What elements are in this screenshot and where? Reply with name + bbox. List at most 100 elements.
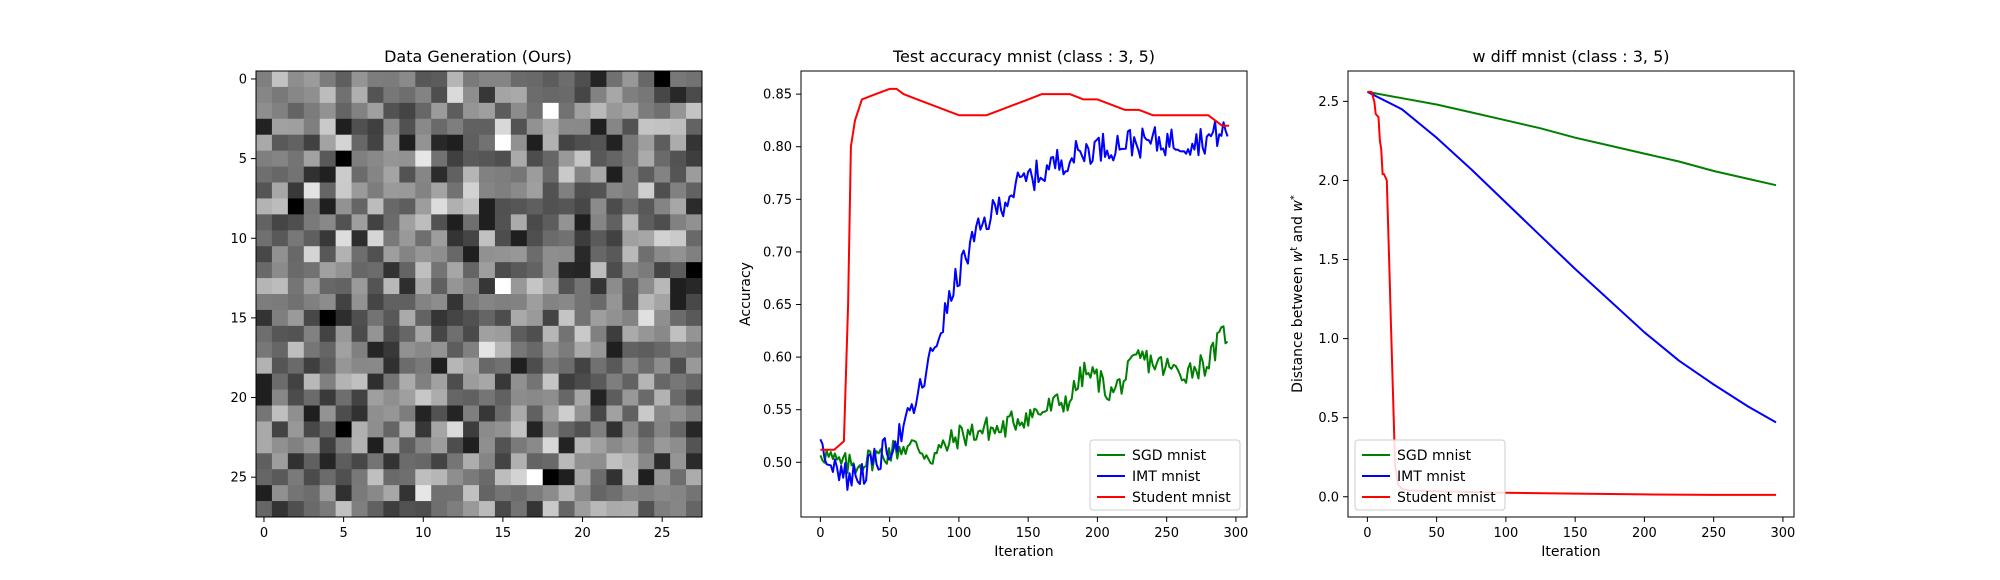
- heatmap-cell: [351, 421, 368, 438]
- heatmap-cell: [303, 357, 321, 375]
- heatmap-cell: [415, 278, 432, 295]
- heatmap-cell: [606, 373, 623, 390]
- heatmap-cell: [574, 118, 591, 136]
- heatmap-cell: [415, 357, 432, 375]
- heatmap-cell: [526, 405, 544, 422]
- heatmap-cell: [670, 405, 687, 422]
- heatmap-cell: [447, 102, 464, 120]
- heatmap-cell: [271, 421, 289, 438]
- heatmap-cell: [654, 294, 671, 311]
- heatmap-cell: [590, 118, 607, 136]
- heatmap-cell: [686, 246, 703, 263]
- heatmap-xtick-label: 0: [260, 526, 268, 541]
- heatmap-cell: [542, 86, 560, 104]
- heatmap-cell: [383, 421, 400, 438]
- heatmap-cell: [447, 150, 464, 167]
- heatmap-cell: [638, 294, 655, 311]
- heatmap-cell: [510, 118, 528, 136]
- heatmap-cell: [415, 198, 432, 215]
- heatmap-cell: [463, 485, 480, 502]
- heatmap-cell: [686, 325, 703, 343]
- heatmap-cell: [367, 453, 384, 470]
- heatmap-cell: [287, 389, 305, 406]
- heatmap-cell: [670, 341, 687, 359]
- heatmap-cell: [271, 469, 289, 486]
- heatmap-cell: [479, 357, 496, 375]
- heatmap-cell: [399, 71, 416, 88]
- heatmap-cell: [303, 214, 321, 231]
- heatmap-cell: [271, 102, 289, 120]
- heatmap-cell: [271, 373, 289, 390]
- accuracy-legend: SGD mnist IMT mnist Student mnist: [1089, 439, 1241, 511]
- heatmap-cell: [256, 405, 273, 422]
- heatmap-cell: [256, 485, 273, 502]
- heatmap-cell: [558, 71, 575, 88]
- heatmap-cell: [367, 294, 384, 311]
- heatmap-cell: [431, 150, 448, 167]
- heatmap-cell: [287, 118, 305, 136]
- heatmap-cell: [558, 278, 575, 295]
- heatmap-ytick-label: 20: [230, 391, 247, 406]
- xtick-label: 100: [946, 526, 971, 541]
- heatmap-cell: [383, 246, 400, 263]
- heatmap-cell: [431, 485, 448, 502]
- heatmap-cell: [287, 437, 305, 454]
- wdiff-legend: SGD mnist IMT mnist Student mnist: [1354, 439, 1506, 511]
- ytick-label: 2.5: [1318, 95, 1339, 110]
- heatmap-cell: [638, 501, 655, 518]
- heatmap-cell: [622, 182, 639, 199]
- heatmap-cell: [542, 389, 560, 406]
- heatmap-cell: [510, 166, 528, 183]
- heatmap-cell: [654, 102, 671, 120]
- heatmap-cell: [367, 262, 384, 279]
- heatmap-cell: [447, 341, 464, 359]
- heatmap-cell: [431, 278, 448, 295]
- heatmap-cell: [367, 389, 384, 406]
- heatmap-cell: [622, 246, 639, 263]
- heatmap-cell: [590, 485, 607, 502]
- heatmap-cell: [542, 294, 560, 311]
- heatmap-cell: [590, 294, 607, 311]
- heatmap-cell: [686, 278, 703, 295]
- heatmap-cell: [574, 453, 591, 470]
- heatmap-cell: [287, 469, 305, 486]
- heatmap-ytick-label: 0: [239, 72, 247, 87]
- heatmap-cell: [415, 118, 432, 136]
- heatmap-cell: [510, 485, 528, 502]
- heatmap-cell: [622, 389, 639, 406]
- heatmap-cell: [479, 373, 496, 390]
- heatmap-cell: [686, 453, 703, 470]
- heatmap-cell: [590, 278, 607, 295]
- heatmap-cell: [638, 182, 655, 199]
- heatmap-cell: [399, 485, 416, 502]
- heatmap-cell: [319, 246, 337, 263]
- heatmap-cell: [367, 246, 384, 263]
- heatmap-cell: [351, 501, 368, 518]
- heatmap-cell: [622, 71, 639, 88]
- heatmap-cell: [526, 357, 544, 375]
- legend-label: IMT mnist: [1132, 469, 1201, 485]
- heatmap-cell: [510, 134, 528, 152]
- heatmap-cell: [654, 262, 671, 279]
- heatmap-cell: [479, 309, 496, 327]
- heatmap-cell: [686, 150, 703, 167]
- heatmap-cell: [542, 501, 560, 518]
- heatmap-cell: [351, 262, 368, 279]
- heatmap-cell: [383, 230, 400, 247]
- xtick-label: 50: [881, 526, 898, 541]
- heatmap-cell: [287, 373, 305, 390]
- series-line-student-mnist: [1367, 90, 1776, 496]
- heatmap-cell: [351, 309, 368, 327]
- heatmap-cell: [319, 278, 337, 295]
- heatmap-cell: [542, 182, 560, 199]
- heatmap-cell: [494, 325, 512, 343]
- heatmap-cell: [351, 150, 368, 167]
- heatmap-cell: [335, 325, 352, 343]
- series-line-sgd-mnist: [1367, 90, 1777, 187]
- heatmap-cell: [319, 102, 337, 120]
- heatmap-cell: [287, 86, 305, 104]
- ytick-label: 0.5: [1318, 411, 1339, 426]
- heatmap-cell: [431, 453, 448, 470]
- heatmap-cell: [319, 341, 337, 359]
- heatmap-cell: [431, 294, 448, 311]
